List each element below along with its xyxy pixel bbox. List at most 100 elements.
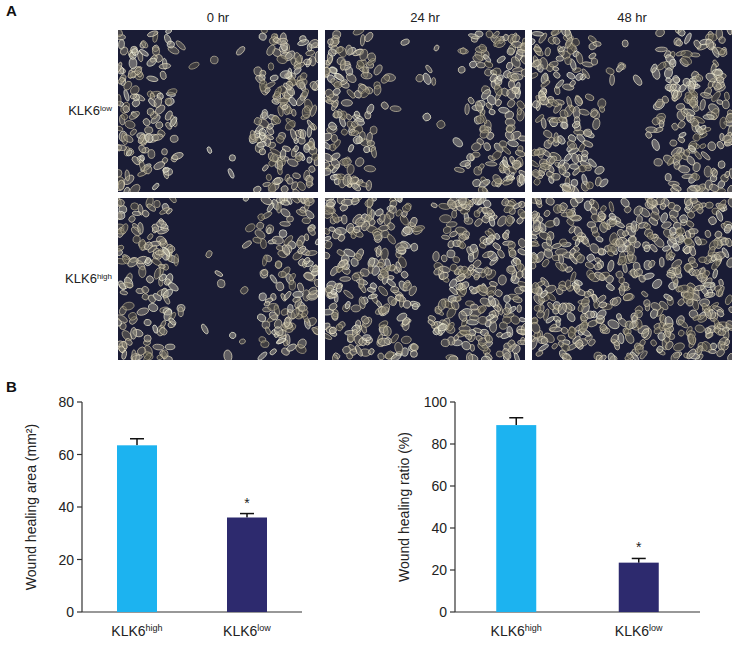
- cell: [217, 279, 225, 287]
- cell: [351, 130, 360, 136]
- cell: [488, 108, 496, 115]
- cell: [704, 166, 711, 177]
- cell: [334, 72, 345, 82]
- cell: [377, 285, 389, 298]
- cell: [510, 55, 523, 69]
- cell: [532, 321, 542, 335]
- cell: [505, 88, 517, 101]
- cell: [579, 165, 587, 172]
- cell: [252, 236, 262, 244]
- cell: [315, 51, 318, 62]
- cell: [360, 268, 370, 278]
- cell: [700, 129, 707, 133]
- cell: [363, 31, 374, 43]
- cell: [390, 286, 399, 293]
- cell: [326, 99, 334, 104]
- cell: [269, 152, 280, 163]
- cell: [724, 171, 730, 179]
- cell: [498, 274, 507, 285]
- cell: [142, 117, 152, 127]
- cell: [336, 258, 348, 269]
- cell: [128, 312, 138, 322]
- cell: [517, 248, 525, 256]
- cell: [502, 232, 510, 241]
- cell: [518, 201, 525, 208]
- cell: [329, 66, 338, 74]
- cell: [339, 158, 351, 166]
- cell: [678, 131, 687, 138]
- cell: [152, 47, 160, 56]
- cell: [118, 40, 124, 50]
- cell: [284, 317, 291, 327]
- cell: [118, 179, 126, 192]
- cell: [244, 222, 257, 233]
- cell: [178, 307, 184, 317]
- cell: [665, 173, 672, 181]
- cell: [239, 285, 249, 295]
- cell: [699, 143, 706, 149]
- cell: [274, 260, 283, 269]
- cell: [293, 291, 303, 298]
- cell: [147, 30, 159, 38]
- cell: [458, 233, 468, 243]
- cell: [131, 203, 139, 210]
- cell: [400, 270, 409, 279]
- cell: [169, 115, 178, 128]
- cell: [566, 96, 573, 108]
- cell: [325, 240, 333, 250]
- cell: [165, 344, 175, 350]
- cell: [574, 72, 584, 82]
- cell: [580, 296, 591, 308]
- cell: [517, 238, 525, 249]
- cell: [346, 45, 353, 56]
- micrograph: [118, 30, 318, 192]
- cell: [489, 73, 499, 84]
- cell: [257, 351, 268, 360]
- cell: [502, 179, 513, 186]
- cell: [726, 184, 732, 192]
- cell: [474, 167, 482, 176]
- cell: [669, 139, 677, 147]
- cell: [125, 147, 135, 157]
- cell: [143, 164, 153, 175]
- cell: [361, 72, 373, 80]
- cell: [366, 180, 372, 191]
- cell: [571, 179, 578, 187]
- cell: [302, 217, 311, 224]
- cell: [446, 198, 458, 210]
- cell: [464, 217, 473, 224]
- cell: [295, 208, 307, 217]
- cell: [255, 221, 264, 231]
- cell: [672, 342, 685, 353]
- cell: [296, 245, 307, 255]
- cell: [168, 198, 178, 204]
- cell: [122, 133, 134, 144]
- cell: [304, 144, 310, 152]
- cell: [722, 100, 730, 110]
- cell: [332, 354, 339, 360]
- cell: [214, 270, 224, 278]
- cell: [340, 59, 346, 70]
- cell: [375, 245, 381, 257]
- cell: [307, 43, 312, 51]
- cell: [358, 296, 366, 309]
- cell: [470, 141, 482, 152]
- cell: [347, 144, 354, 153]
- cell: [334, 110, 339, 118]
- cell: [641, 290, 649, 298]
- cell: [458, 241, 467, 250]
- cell: [279, 207, 291, 218]
- cell: [259, 148, 266, 155]
- cell: [331, 312, 338, 319]
- cell: [467, 264, 475, 272]
- cell: [144, 257, 151, 265]
- cell: [262, 255, 268, 267]
- cell: [343, 248, 356, 259]
- cell: [440, 215, 452, 223]
- cell: [266, 227, 272, 235]
- cell: [258, 127, 268, 137]
- cell: [578, 108, 590, 116]
- cell: [533, 46, 542, 53]
- cell: [347, 333, 355, 343]
- cell: [542, 331, 556, 344]
